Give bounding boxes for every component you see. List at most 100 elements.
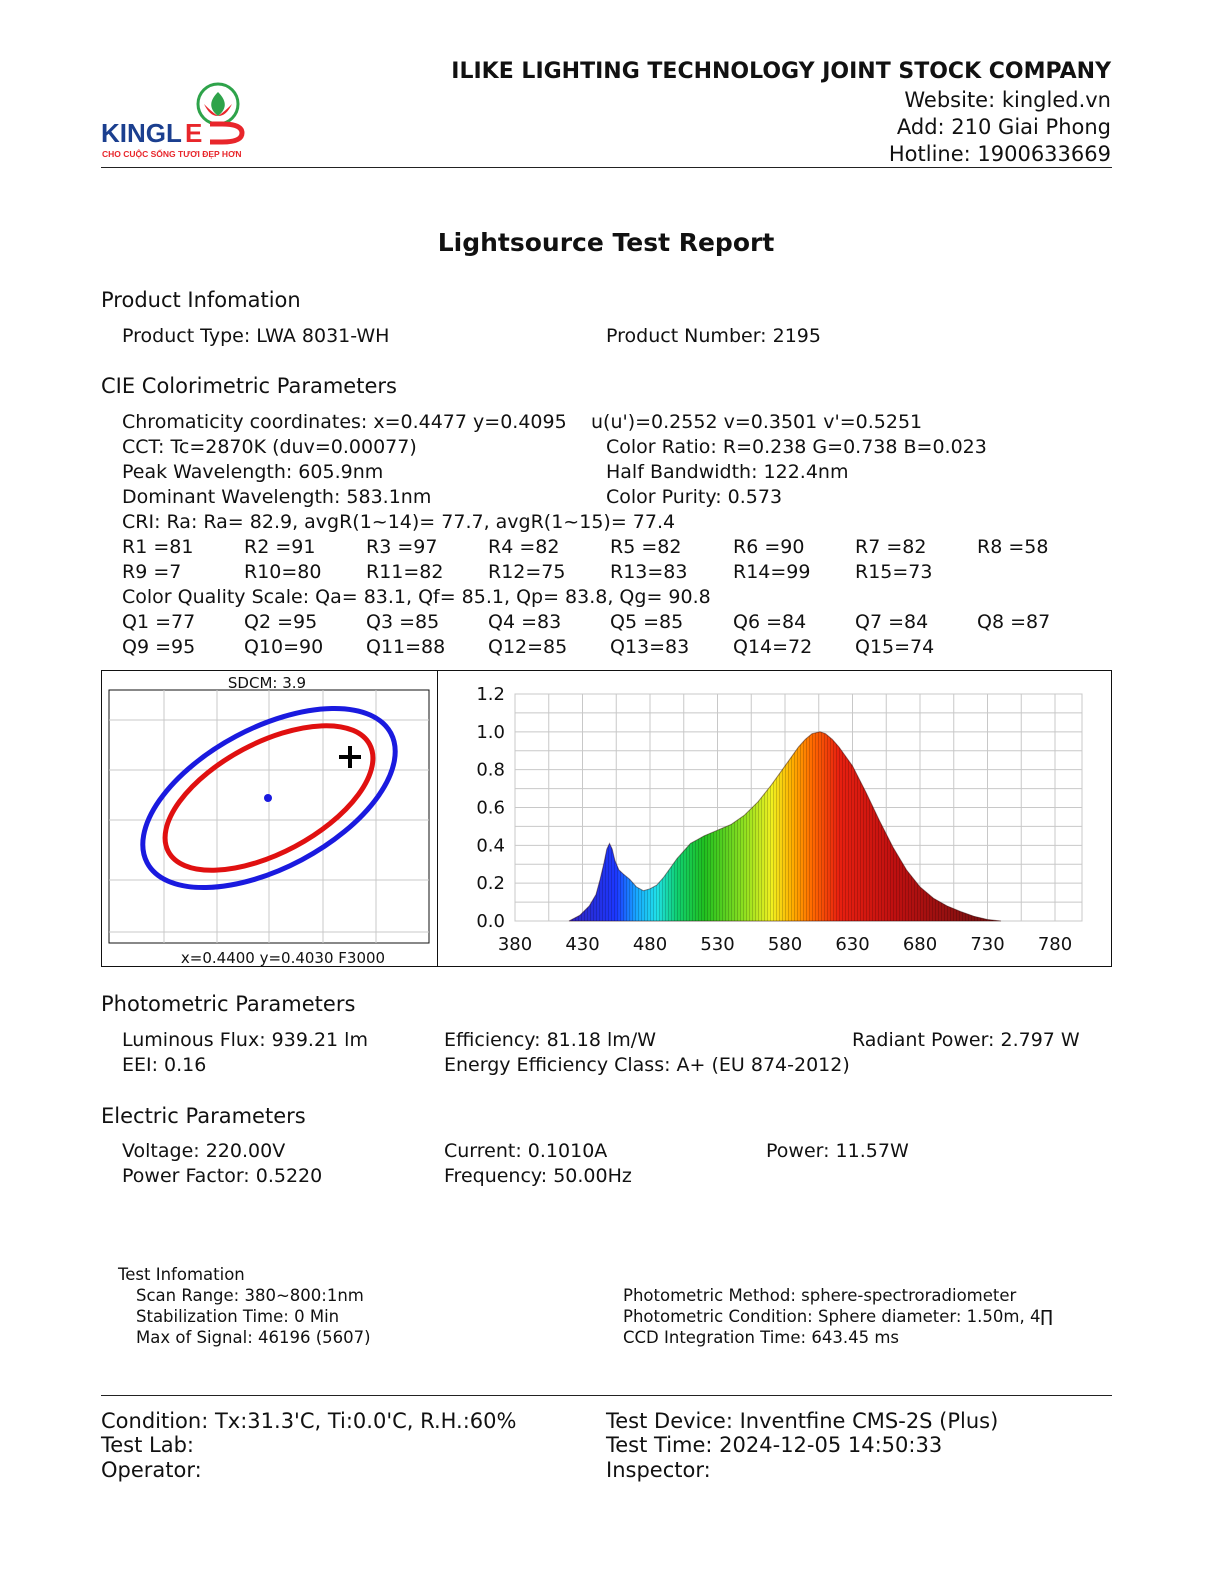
q-value: Q6 =84 (733, 611, 807, 633)
r-value: R11=82 (366, 561, 444, 583)
r-value: R1 =81 (122, 536, 194, 558)
q-value: Q11=88 (366, 636, 446, 658)
x-tick-label: 480 (633, 934, 667, 955)
company-name: ILIKE LIGHTING TECHNOLOGY JOINT STOCK CO… (451, 59, 1111, 84)
report-title: Lightsource Test Report (437, 228, 775, 257)
r-value: R12=75 (488, 561, 566, 583)
r-value: R10=80 (244, 561, 322, 583)
q-value: Q14=72 (733, 636, 813, 658)
q-value: Q8 =87 (977, 611, 1051, 633)
test-lab: Test Lab: (101, 1433, 195, 1457)
sdcm-inner-ellipse (162, 723, 376, 873)
y-tick-label: 0.2 (476, 873, 505, 894)
radiant-power: Radiant Power: 2.797 W (852, 1029, 1080, 1051)
photometric-condition: Photometric Condition: Sphere diameter: … (623, 1307, 1053, 1326)
efficiency: Efficiency: 81.18 lm/W (444, 1029, 656, 1051)
peak-wavelength: Peak Wavelength: 605.9nm (122, 461, 384, 483)
r-value: R4 =82 (488, 536, 560, 558)
test-time: Test Time: 2024-12-05 14:50:33 (606, 1433, 943, 1457)
sdcm-center-point (264, 794, 272, 802)
uv-coordinates: u(u')=0.2552 v=0.3501 v'=0.5251 (591, 411, 923, 433)
frequency: Frequency: 50.00Hz (444, 1165, 632, 1187)
energy-class: Energy Efficiency Class: A+ (EU 874-2012… (444, 1054, 850, 1076)
spectrum-curve-texture (569, 731, 1001, 921)
stabilization-time: Stabilization Time: 0 Min (136, 1307, 340, 1326)
r-value: R7 =82 (855, 536, 927, 558)
r-value: R3 =97 (366, 536, 438, 558)
r-value: R5 =82 (610, 536, 682, 558)
y-tick-label: 1.0 (476, 722, 505, 743)
power: Power: 11.57W (766, 1140, 909, 1162)
q-value: Q12=85 (488, 636, 568, 658)
company-hotline: Hotline: 1900633669 (888, 142, 1111, 166)
q-value: Q3 =85 (366, 611, 440, 633)
x-tick-label: 530 (700, 934, 734, 955)
product-heading: Product Infomation (101, 288, 301, 312)
x-tick-label: 780 (1038, 934, 1072, 955)
scan-range: Scan Range: 380~800:1nm (136, 1286, 364, 1305)
y-tick-label: 0.4 (476, 835, 505, 856)
condition: Condition: Tx:31.3'C, Ti:0.0'C, R.H.:60% (101, 1409, 517, 1433)
footer-divider (101, 1395, 1112, 1396)
r-value: R2 =91 (244, 536, 316, 558)
operator: Operator: (101, 1458, 202, 1482)
cie-heading: CIE Colorimetric Parameters (101, 374, 397, 398)
sdcm-outer-ellipse (140, 705, 398, 891)
r-value: R6 =90 (733, 536, 805, 558)
spectrum-panel (437, 670, 1112, 967)
max-signal: Max of Signal: 46196 (5607) (136, 1328, 371, 1347)
r-value: R9 =7 (122, 561, 182, 583)
sdcm-plot: SDCM: 3.9 x=0.4400 y=0.4030 F3000 (108, 674, 430, 967)
test-info-heading: Test Infomation (118, 1265, 245, 1284)
r-value: R14=99 (733, 561, 811, 583)
test-device: Test Device: Inventfine CMS-2S (Plus) (606, 1409, 999, 1433)
voltage: Voltage: 220.00V (122, 1140, 286, 1162)
r-value: R8 =58 (977, 536, 1049, 558)
x-tick-label: 680 (903, 934, 937, 955)
spectrum-x-ticks: 380 430 480 530 580 630 680 730 780 (498, 934, 1072, 955)
q-value: Q10=90 (244, 636, 324, 658)
cri: CRI: Ra: Ra= 82.9, avgR(1~14)= 77.7, avg… (122, 511, 676, 533)
y-tick-label: 0.0 (476, 911, 505, 932)
photometric-heading: Photometric Parameters (101, 992, 356, 1016)
spectrum-area (568, 731, 1002, 922)
x-tick-label: 730 (970, 934, 1004, 955)
svg-text:KINGL: KINGL (101, 118, 182, 148)
sdcm-grid (109, 690, 429, 943)
sdcm-label: SDCM: 3.9 (228, 674, 306, 692)
y-tick-label: 0.6 (476, 798, 505, 819)
header-divider (101, 167, 1112, 168)
r-value: R15=73 (855, 561, 933, 583)
product-number: Product Number: 2195 (606, 325, 821, 347)
q-value: Q5 =85 (610, 611, 684, 633)
q-value: Q15=74 (855, 636, 935, 658)
cct: CCT: Tc=2870K (duv=0.00077) (122, 436, 417, 458)
q-value: Q9 =95 (122, 636, 196, 658)
product-type: Product Type: LWA 8031-WH (122, 325, 390, 347)
spectrum-curve-outline (568, 731, 1002, 922)
x-tick-label: 580 (768, 934, 802, 955)
x-tick-label: 430 (565, 934, 599, 955)
company-address: Add: 210 Giai Phong (896, 115, 1111, 139)
kingled-logo: KINGL E CHO CUỘC SỐNG TƯƠI ĐẸP HƠN (101, 82, 245, 159)
spectrum-chart: 1.2 1.0 0.8 0.6 0.4 0.2 0.0 380 430 480 530 580 630… (476, 684, 1083, 955)
dominant-wavelength: Dominant Wavelength: 583.1nm (122, 486, 432, 508)
q-value: Q4 =83 (488, 611, 562, 633)
q-value: Q2 =95 (244, 611, 318, 633)
y-tick-label: 1.2 (476, 684, 505, 705)
company-website: Website: kingled.vn (904, 88, 1111, 112)
electric-heading: Electric Parameters (101, 1104, 306, 1128)
q-value: Q13=83 (610, 636, 690, 658)
chromaticity: Chromaticity coordinates: x=0.4477 y=0.4… (122, 411, 567, 433)
eei: EEI: 0.16 (122, 1054, 207, 1076)
r-value: R13=83 (610, 561, 688, 583)
y-tick-label: 0.8 (476, 760, 505, 781)
inspector: Inspector: (606, 1458, 711, 1482)
half-bandwidth: Half Bandwidth: 122.4nm (606, 461, 849, 483)
spectrum-y-ticks: 1.2 1.0 0.8 0.6 0.4 0.2 0.0 (476, 684, 505, 932)
current: Current: 0.1010A (444, 1140, 608, 1162)
q-value: Q1 =77 (122, 611, 196, 633)
photometric-method: Photometric Method: sphere-spectroradiom… (623, 1286, 1017, 1305)
logo-tagline: CHO CUỘC SỐNG TƯƠI ĐẸP HƠN (102, 148, 241, 159)
ccd-integration-time: CCD Integration Time: 643.45 ms (623, 1328, 899, 1347)
